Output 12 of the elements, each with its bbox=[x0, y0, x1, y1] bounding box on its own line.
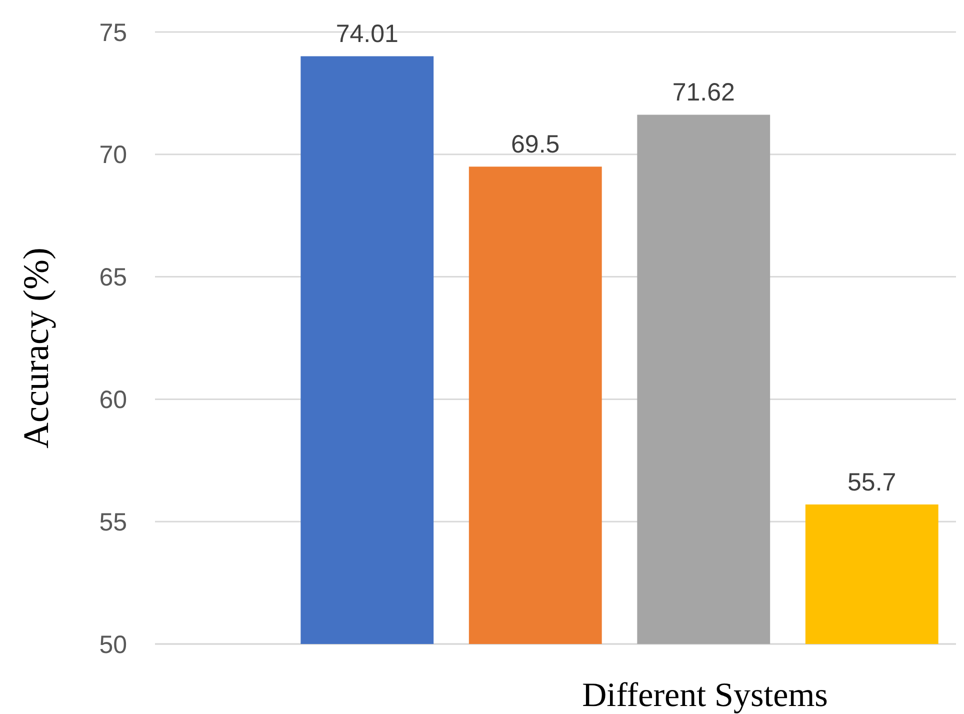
y-tick-label: 50 bbox=[99, 630, 127, 659]
data-label: 74.01 bbox=[336, 20, 398, 48]
x-axis-title: Different Systems bbox=[582, 677, 828, 714]
y-tick-label: 75 bbox=[99, 18, 127, 47]
data-label: 55.7 bbox=[848, 468, 896, 496]
data-label: 69.5 bbox=[511, 130, 560, 159]
y-tick-label: 60 bbox=[99, 386, 127, 414]
y-tick-label: 65 bbox=[99, 264, 127, 292]
data-label: 71.62 bbox=[672, 78, 735, 107]
y-tick-label: 55 bbox=[99, 508, 127, 536]
y-tick-label: 70 bbox=[99, 141, 127, 170]
y-axis-title: Accuracy (%) bbox=[16, 248, 56, 448]
